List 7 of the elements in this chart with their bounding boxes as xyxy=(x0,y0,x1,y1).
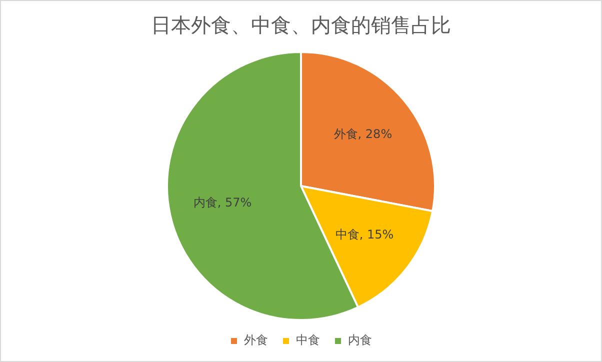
data-label: 外食, 28% xyxy=(334,126,392,141)
data-label: 中食, 15% xyxy=(335,227,394,242)
legend-label: 内食 xyxy=(348,333,372,348)
legend-label: 中食 xyxy=(296,333,320,348)
chart-title: 日本外食、中食、内食的销售占比 xyxy=(151,13,451,38)
legend-label: 外食 xyxy=(244,333,268,348)
data-label: 内食, 57% xyxy=(193,196,252,210)
